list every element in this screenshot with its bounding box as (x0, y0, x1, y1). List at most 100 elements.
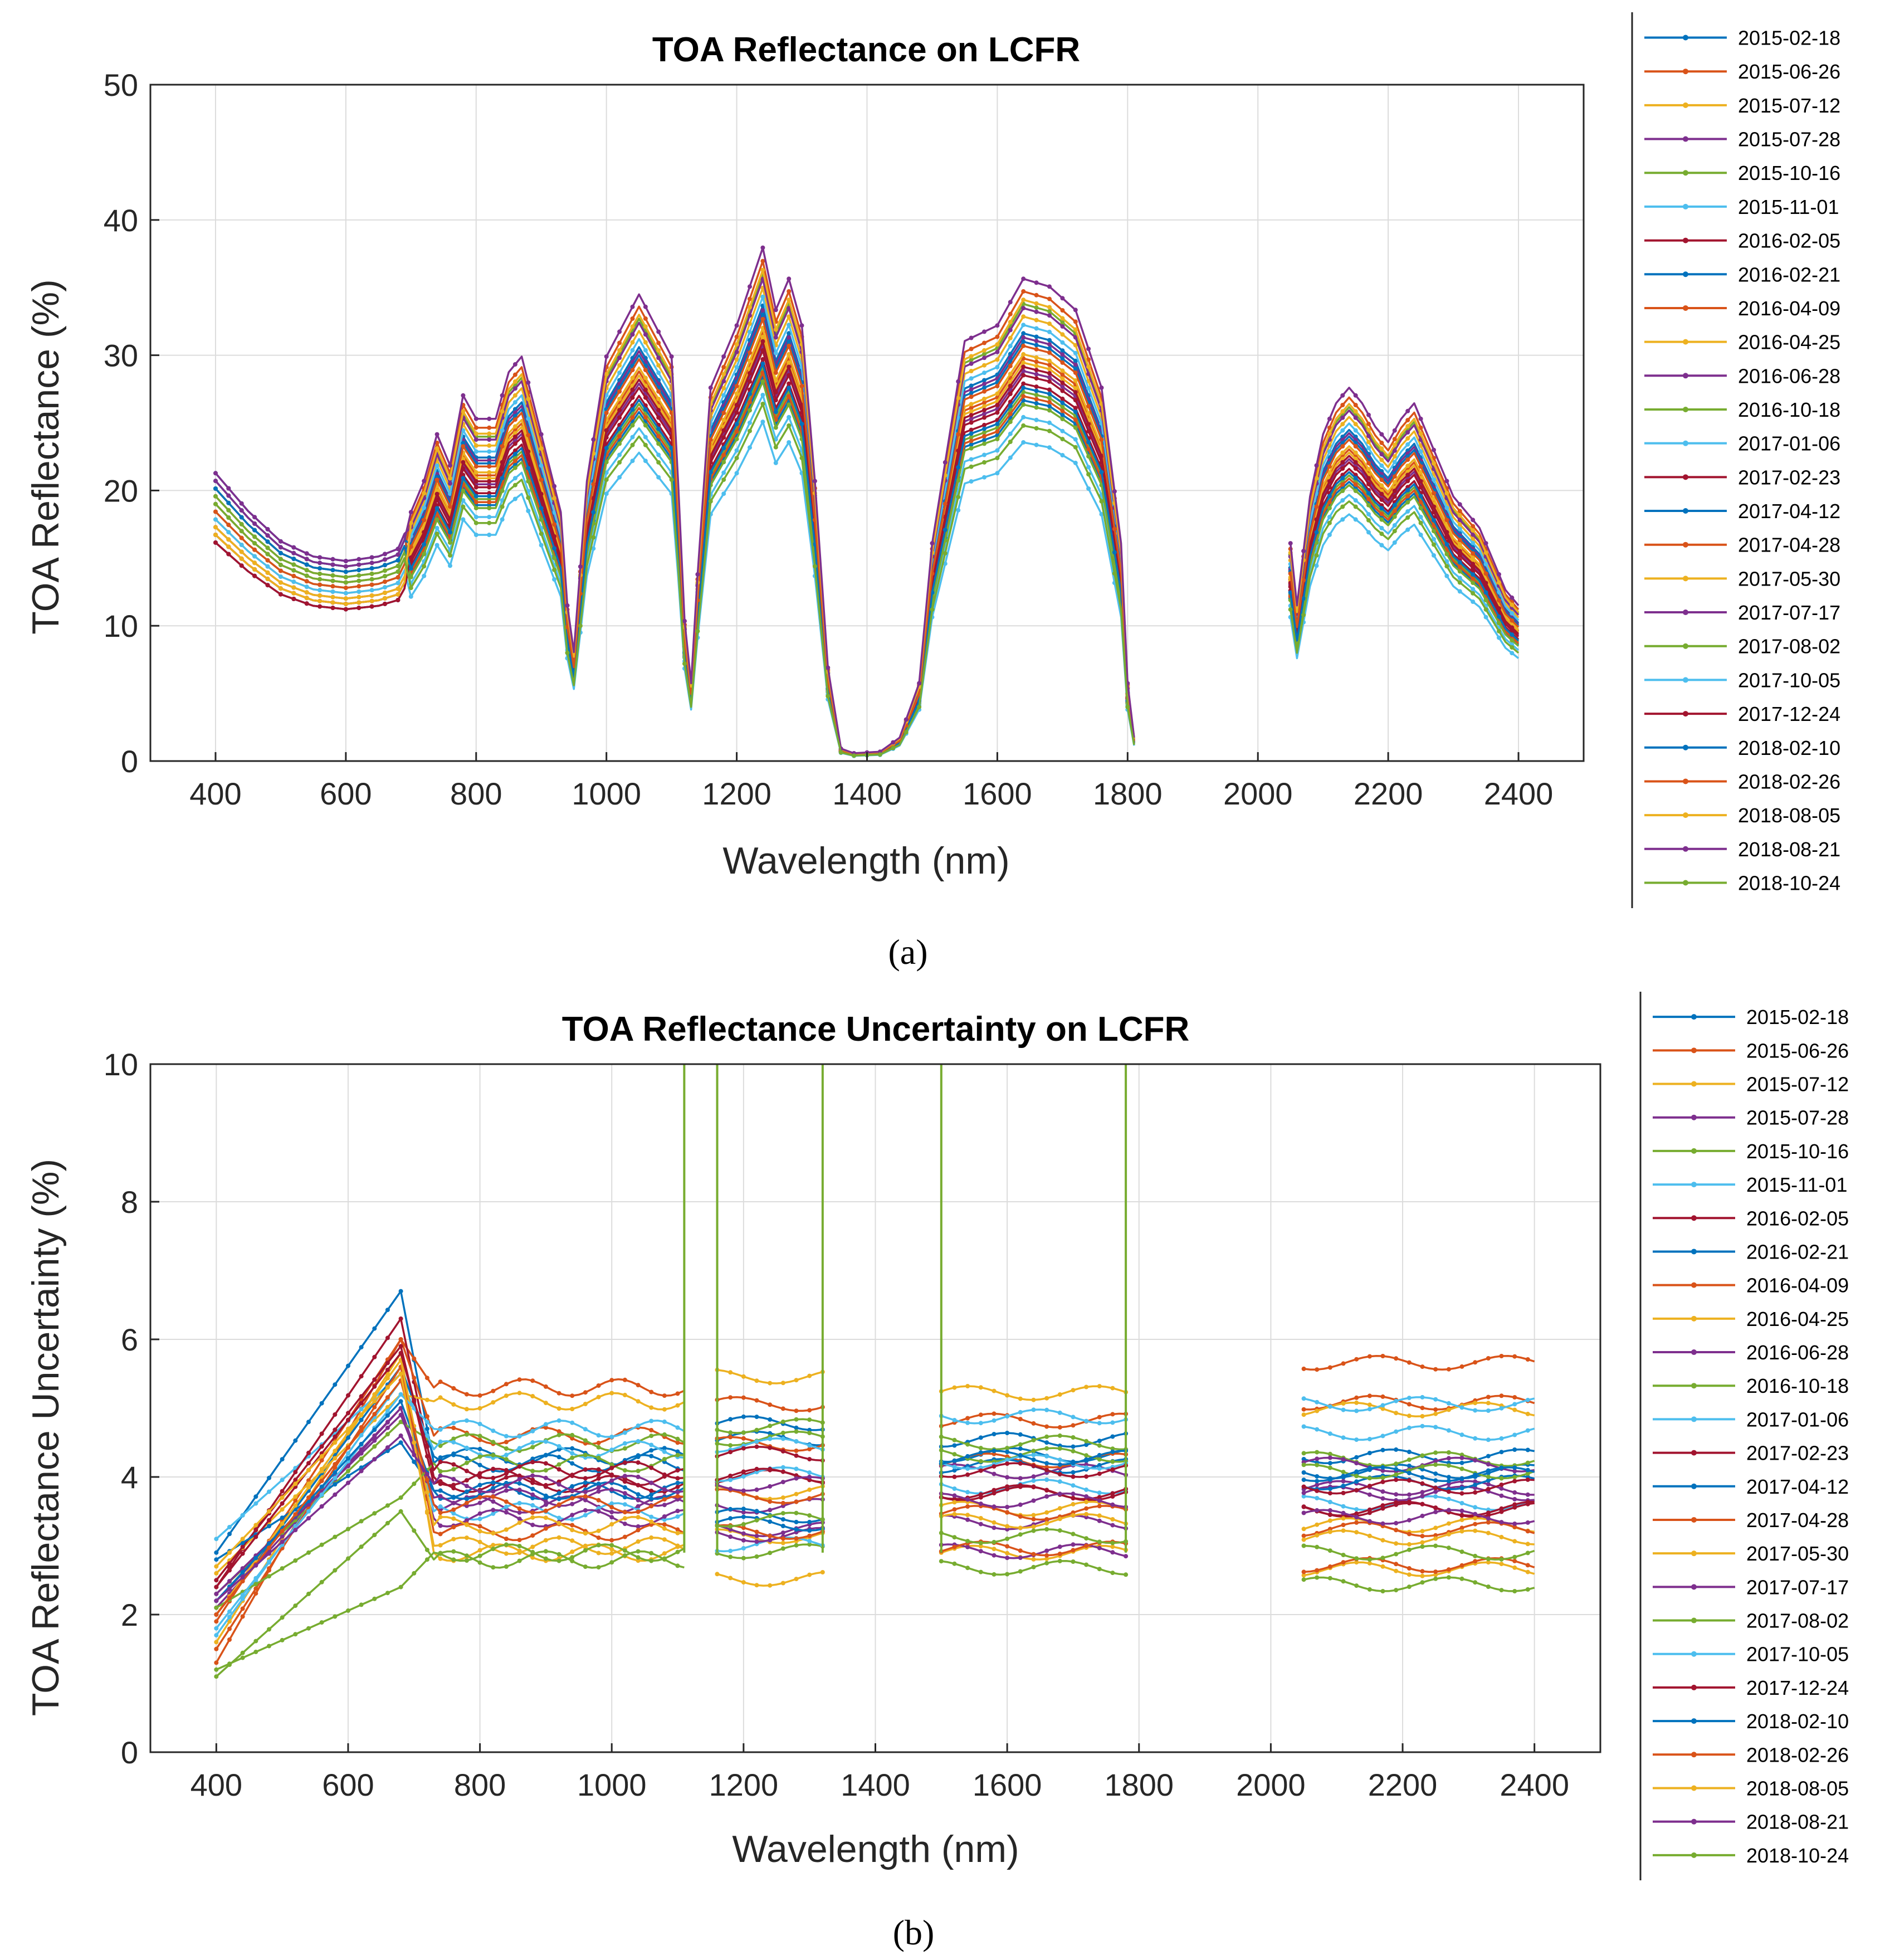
chart-a-series-line-point (1457, 513, 1462, 518)
chart-b-series-line-point (398, 1495, 403, 1500)
chart-b-series-line-point (649, 1489, 654, 1493)
chart-b-series-line-point (768, 1417, 773, 1422)
chart-b-series-line-point (1394, 1528, 1399, 1533)
chart-b-series-line-point (1512, 1522, 1517, 1526)
chart-b-series-line-point (649, 1480, 654, 1485)
chart-b-series-line-point (1071, 1415, 1076, 1420)
chart-a-series-line-point (1112, 489, 1117, 494)
chart-a-series-line-point (1047, 321, 1052, 326)
chart-b-series-line-point (530, 1469, 535, 1474)
chart-a-series-line-point (1034, 393, 1039, 397)
chart-a-series-line-point (448, 481, 452, 486)
chart-a-series-line-point (1510, 625, 1515, 630)
chart-a-series-line-point (539, 446, 544, 451)
chart-a-series-line-point (617, 355, 622, 360)
chart-b-series-line-point (438, 1488, 443, 1493)
chart-b-series-line-point (1005, 1450, 1010, 1454)
chart-b-series-line-point (662, 1517, 667, 1522)
chart-a-series-line-point (318, 582, 323, 587)
chart-b-series-line-point (992, 1504, 997, 1509)
chart-b-series-line-point (1327, 1431, 1332, 1436)
chart-a-series-line-point (1510, 632, 1515, 637)
chart-b-series-line-point (438, 1510, 443, 1515)
chart-b-series-line-point (596, 1543, 601, 1548)
chart-a-series-line-point (1086, 411, 1091, 416)
chart-a-series-line-point (330, 594, 335, 599)
chart-b-series-line-point (741, 1580, 746, 1585)
chart-a-series-line-point (226, 493, 231, 498)
chart-a-series-line-point (982, 460, 986, 465)
chart-a-series-line-point (239, 543, 244, 547)
chart-a-series-line-point (1099, 454, 1104, 459)
chart-a-series-line-point (1405, 494, 1410, 499)
chart-a-series-line-point (252, 573, 257, 578)
chart-b-series-line-point (1406, 1402, 1412, 1407)
chart-b-series-line-point (504, 1504, 509, 1509)
chart-a-series-line-point (434, 477, 439, 482)
chart-a-series-line-point (448, 530, 452, 535)
chart-b-series-line-point (412, 1571, 417, 1576)
chart-a-series-line-point (656, 415, 661, 420)
chart-b-series-line-point (1525, 1563, 1530, 1568)
chart-b-series-line-point (214, 1619, 219, 1624)
chart-b-series-line-point (1341, 1579, 1346, 1584)
chart-b-series-line-point (464, 1392, 469, 1397)
chart-b-series-line-point (1341, 1401, 1346, 1406)
chart-b-series-line-point (1459, 1364, 1464, 1369)
chart-a-series-line-point (1073, 319, 1078, 324)
chart-a-series-line-point (1060, 340, 1065, 345)
chart-b-series-line-point (319, 1479, 324, 1484)
chart-b-series-line-point (1341, 1516, 1346, 1521)
chart-a-series-line-point (1034, 372, 1039, 377)
chart-b-series-line-point (583, 1508, 588, 1513)
chart-a-x-tick-label: 1400 (832, 776, 902, 811)
chart-a-series-line-point (1366, 461, 1371, 466)
chart-a-series-line-point (982, 434, 986, 438)
chart-b-series-line-point (1341, 1510, 1346, 1515)
chart-b-series-line-point (451, 1511, 456, 1516)
chart-b-series-line-point (1044, 1510, 1049, 1515)
chart-a-legend-marker (1683, 744, 1688, 750)
chart-b-series-line-point (333, 1492, 338, 1497)
chart-a-series-line-point (1327, 479, 1332, 484)
chart-b-series-line-point (1499, 1450, 1504, 1455)
chart-a-caption: (a) (888, 932, 927, 972)
chart-b-legend-label: 2015-07-28 (1746, 1106, 1849, 1129)
chart-b-series-line-point (477, 1524, 482, 1529)
chart-a-series-line-point (213, 525, 218, 530)
chart-a-series-line-point (1471, 587, 1476, 592)
chart-a-series-line-point (265, 577, 270, 582)
chart-b-series-line-point (293, 1478, 298, 1483)
chart-a-series-line-point (1405, 430, 1410, 435)
chart-a-series-line-point (604, 477, 609, 482)
chart-a-series-line-point (1392, 428, 1397, 433)
chart-b-legend-label: 2018-08-21 (1746, 1811, 1849, 1834)
chart-a-series-line-point (1418, 479, 1423, 484)
chart-b-series-line-point (451, 1402, 456, 1407)
chart-b-series-line-point (214, 1660, 219, 1665)
chart-b-series-line-point (1406, 1532, 1412, 1537)
chart-a-series-line-point (552, 577, 557, 582)
chart-a-series-line-point (291, 545, 296, 550)
chart-a-series-line-point (408, 586, 413, 591)
chart-b-series-line-point (1394, 1411, 1399, 1416)
chart-b-legend-marker (1691, 1081, 1697, 1087)
chart-a-series-line-point (356, 600, 362, 605)
chart-a-series-line-point (1379, 497, 1384, 502)
chart-b-series-line-point (609, 1538, 614, 1543)
chart-a-series-line-point (1457, 580, 1462, 585)
chart-a-series-line-point (448, 540, 452, 545)
chart-a-legend-marker (1683, 812, 1688, 818)
chart-b-series-line-point (1433, 1509, 1438, 1514)
chart-b-series-line-point (609, 1473, 614, 1478)
chart-a-series-line-point (1034, 318, 1039, 323)
chart-a-series-line-point (682, 618, 687, 623)
chart-b-series-line-point (1406, 1450, 1412, 1454)
chart-b-series-line-point (227, 1525, 232, 1529)
chart-b-series-line-point (939, 1559, 944, 1564)
chart-b-series-line-point (741, 1430, 746, 1435)
chart-b-series-line-point (768, 1484, 773, 1489)
chart-a-legend-label: 2017-08-02 (1738, 635, 1840, 658)
chart-a-series-line-point (1497, 628, 1501, 633)
chart-a-series-line-point (760, 420, 765, 425)
